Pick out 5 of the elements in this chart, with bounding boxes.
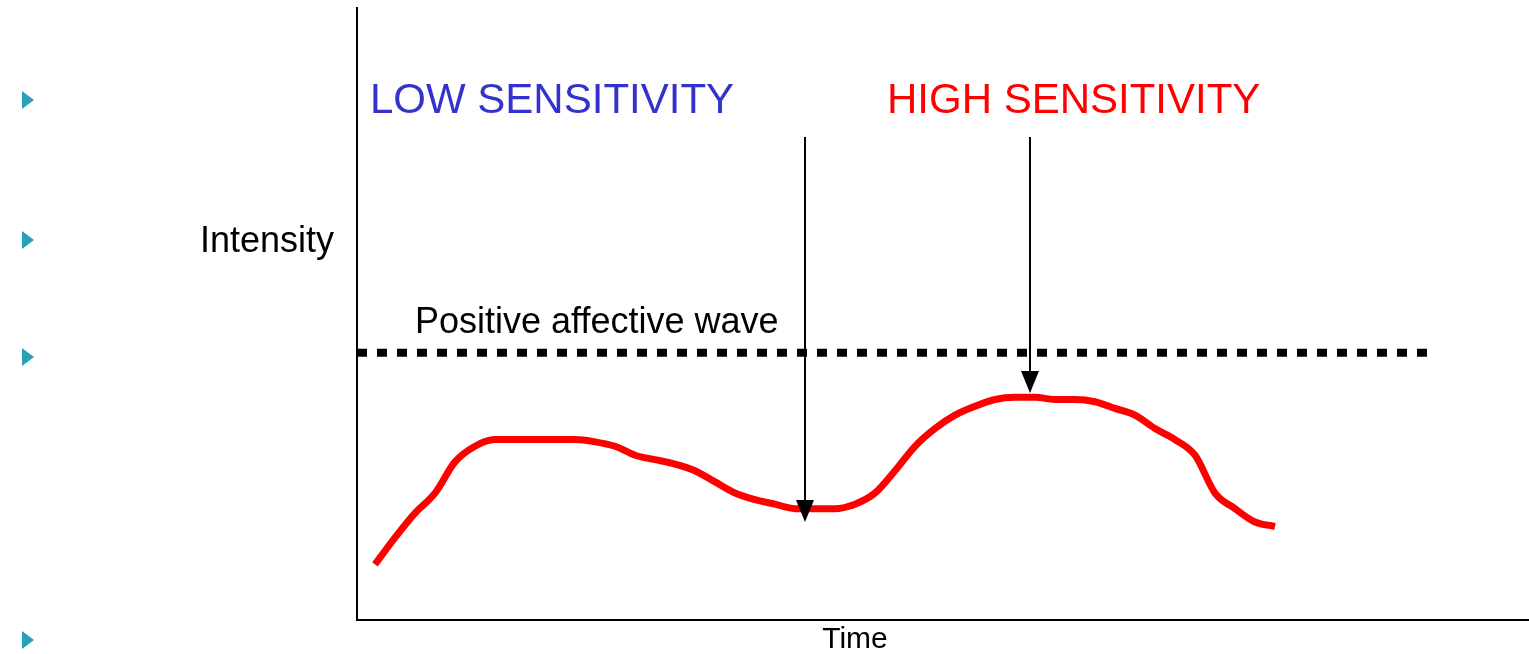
text: HIGH SENSITIVITY [887, 75, 1261, 122]
ref-line-label: Positive affective wave [415, 299, 779, 341]
text: LOW SENSITIVITY [370, 75, 735, 122]
y-axis-title: Intensity [200, 219, 335, 260]
x-axis-title: Time [821, 621, 889, 654]
